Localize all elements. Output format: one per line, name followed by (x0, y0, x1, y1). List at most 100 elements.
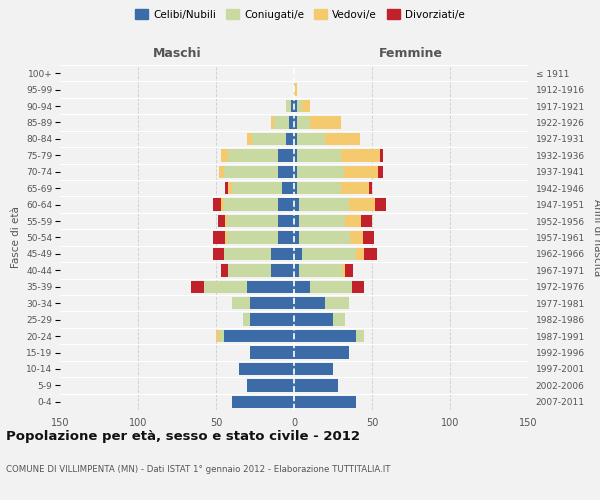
Bar (299, 264, 343, 276)
Bar (294, 149, 297, 162)
Bar (380, 149, 383, 162)
Bar (213, 232, 226, 243)
Bar (352, 280, 364, 293)
Text: Popolazione per età, sesso e stato civile - 2012: Popolazione per età, sesso e stato civil… (6, 430, 360, 443)
Bar (224, 248, 271, 260)
Bar (310, 280, 352, 293)
Bar (294, 379, 338, 392)
Bar (232, 297, 250, 310)
Bar (219, 330, 224, 342)
Bar (294, 116, 297, 128)
Bar (224, 330, 294, 342)
Bar (191, 280, 203, 293)
Bar (227, 232, 278, 243)
Bar (341, 149, 380, 162)
Bar (289, 116, 294, 128)
Bar (350, 232, 362, 243)
Bar (294, 264, 299, 276)
Bar (378, 166, 383, 178)
Bar (297, 133, 325, 145)
Bar (213, 198, 221, 211)
Bar (278, 166, 294, 178)
Y-axis label: Fasce di età: Fasce di età (11, 206, 20, 268)
Bar (271, 264, 294, 276)
Bar (247, 133, 252, 145)
Bar (294, 166, 297, 178)
Bar (250, 314, 294, 326)
Bar (356, 248, 364, 260)
Bar (294, 330, 356, 342)
Bar (294, 297, 325, 310)
Bar (229, 182, 232, 194)
Bar (221, 149, 229, 162)
Bar (297, 182, 341, 194)
Bar (232, 396, 294, 408)
Text: Femmine: Femmine (379, 47, 443, 60)
Bar (274, 116, 289, 128)
Bar (310, 116, 341, 128)
Bar (213, 248, 224, 260)
Bar (294, 198, 299, 211)
Bar (226, 232, 227, 243)
Bar (221, 264, 229, 276)
Bar (219, 166, 224, 178)
Bar (375, 198, 386, 211)
Bar (325, 133, 359, 145)
Bar (271, 116, 274, 128)
Bar (356, 330, 364, 342)
Bar (286, 133, 294, 145)
Bar (362, 232, 374, 243)
Bar (281, 182, 294, 194)
Bar (218, 215, 226, 227)
Bar (250, 297, 294, 310)
Bar (302, 100, 310, 112)
Bar (325, 297, 349, 310)
Bar (297, 149, 341, 162)
Text: COMUNE DI VILLIMPENTA (MN) - Dati ISTAT 1° gennaio 2012 - Elaborazione TUTTITALI: COMUNE DI VILLIMPENTA (MN) - Dati ISTAT … (6, 465, 391, 474)
Bar (229, 264, 271, 276)
Bar (361, 215, 372, 227)
Bar (232, 182, 281, 194)
Bar (278, 149, 294, 162)
Bar (226, 215, 227, 227)
Bar (224, 198, 278, 211)
Bar (294, 363, 333, 375)
Bar (294, 396, 356, 408)
Bar (344, 166, 378, 178)
Bar (278, 198, 294, 211)
Bar (203, 280, 247, 293)
Bar (294, 100, 297, 112)
Bar (294, 346, 349, 358)
Bar (297, 166, 344, 178)
Bar (278, 232, 294, 243)
Bar (229, 149, 278, 162)
Bar (333, 314, 346, 326)
Bar (343, 264, 346, 276)
Bar (291, 100, 294, 112)
Bar (247, 379, 294, 392)
Bar (364, 248, 377, 260)
Bar (297, 116, 310, 128)
Bar (299, 198, 349, 211)
Bar (294, 133, 297, 145)
Text: Maschi: Maschi (152, 47, 202, 60)
Bar (239, 363, 294, 375)
Bar (271, 248, 294, 260)
Bar (294, 280, 310, 293)
Bar (346, 215, 361, 227)
Bar (294, 248, 302, 260)
Bar (349, 198, 375, 211)
Bar (278, 215, 294, 227)
Bar (294, 314, 333, 326)
Bar (294, 84, 297, 96)
Bar (294, 182, 297, 194)
Legend: Celibi/Nubili, Coniugati/e, Vedovi/e, Divorziati/e: Celibi/Nubili, Coniugati/e, Vedovi/e, Di… (131, 5, 469, 24)
Bar (247, 280, 294, 293)
Y-axis label: Anni di nascita: Anni di nascita (592, 199, 600, 276)
Bar (294, 232, 299, 243)
Bar (227, 215, 278, 227)
Bar (297, 100, 302, 112)
Bar (221, 198, 224, 211)
Bar (252, 133, 286, 145)
Bar (242, 314, 250, 326)
